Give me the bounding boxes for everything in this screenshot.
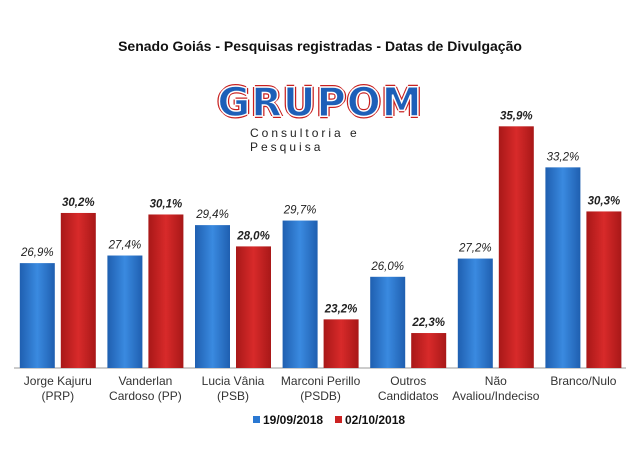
category-label: Jorge Kajuru <box>24 374 92 388</box>
legend-swatch <box>253 416 260 423</box>
data-label: 27,4% <box>108 240 142 252</box>
bar-02-10-2018-0 <box>60 212 96 368</box>
category-label: Avaliou/Indeciso <box>452 389 539 403</box>
category-label: Marconi Perillo <box>281 374 361 388</box>
bar-19-09-2018-3 <box>282 220 318 368</box>
data-label: 26,0% <box>370 261 404 273</box>
category-label: (PSDB) <box>300 389 341 403</box>
bar-19-09-2018-2 <box>195 225 230 368</box>
data-label: 30,1% <box>150 198 183 210</box>
data-label: 30,2% <box>62 197 95 209</box>
data-label: 26,9% <box>20 247 54 259</box>
data-label: 30,3% <box>588 195 621 207</box>
category-label: Cardoso (PP) <box>109 389 182 403</box>
data-label: 29,7% <box>283 205 317 217</box>
bar-02-10-2018-4 <box>411 333 447 368</box>
legend-label: 19/09/2018 <box>263 413 323 427</box>
bar-19-09-2018-5 <box>457 258 493 368</box>
data-label: 35,9% <box>500 110 533 122</box>
category-label: Não <box>485 374 507 388</box>
bar-02-10-2018-2 <box>236 246 271 368</box>
category-label: Lucia Vânia <box>202 374 265 388</box>
category-label: (PSB) <box>217 389 249 403</box>
bar-02-10-2018-6 <box>586 211 622 368</box>
grupom-logo: GRUPOM Consultoria e Pesquisa <box>205 79 435 154</box>
bar-19-09-2018-1 <box>107 255 143 368</box>
bar-02-10-2018-1 <box>148 214 184 368</box>
category-label: Outros <box>390 374 426 388</box>
logo-text: GRUPOM <box>217 79 423 127</box>
bar-02-10-2018-5 <box>498 126 534 368</box>
bar-02-10-2018-3 <box>323 319 359 368</box>
category-label: Vanderlan <box>118 374 172 388</box>
data-label: 27,2% <box>458 243 492 255</box>
data-label: 33,2% <box>547 151 580 163</box>
logo-subtitle: Consultoria e Pesquisa <box>250 126 360 154</box>
category-label: (PRP) <box>41 389 74 403</box>
bar-19-09-2018-6 <box>545 167 581 368</box>
category-label: Candidatos <box>378 389 439 403</box>
data-label: 29,4% <box>195 209 229 221</box>
data-label: 28,0% <box>236 230 270 242</box>
category-label: Branco/Nulo <box>550 374 616 388</box>
chart-title: Senado Goiás - Pesquisas registradas - D… <box>118 38 522 54</box>
bar-19-09-2018-0 <box>19 263 55 368</box>
data-label: 22,3% <box>411 317 445 329</box>
legend-label: 02/10/2018 <box>345 413 405 427</box>
legend-swatch <box>335 416 342 423</box>
bar-19-09-2018-4 <box>370 276 406 368</box>
data-label: 23,2% <box>324 303 358 315</box>
